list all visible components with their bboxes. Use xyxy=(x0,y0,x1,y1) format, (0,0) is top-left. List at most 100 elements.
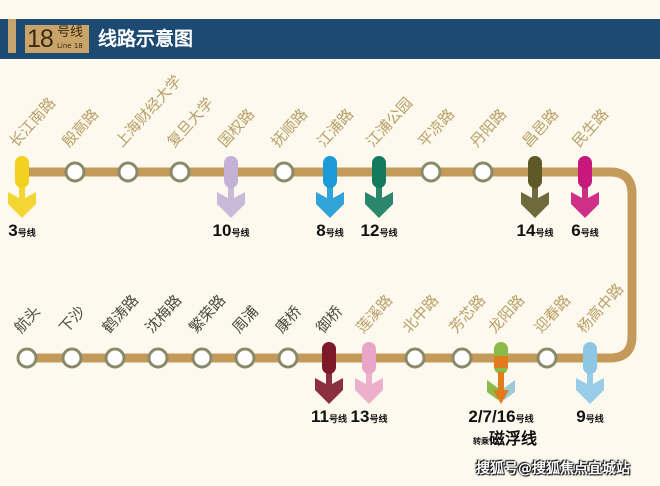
station-label: 芳芯路 xyxy=(446,291,489,336)
station-label: 莲溪路 xyxy=(353,291,396,336)
station-label: 康桥 xyxy=(272,302,305,336)
header-bar: 18 号线 Line 18 线路示意图 xyxy=(0,19,660,59)
station-label: 民生路 xyxy=(569,105,612,150)
down-arrow-icon xyxy=(8,186,36,218)
station-label: 北中路 xyxy=(399,291,442,336)
transfer-line-label: 11号线 xyxy=(311,407,347,426)
station-label: 沈梅路 xyxy=(142,291,185,336)
station-circle xyxy=(273,161,295,183)
down-arrow-icon xyxy=(576,372,604,404)
station-circle xyxy=(472,161,494,183)
badge-number: 18 xyxy=(27,25,54,53)
header-accent xyxy=(8,19,16,53)
transfer-marker xyxy=(583,342,597,374)
transfer-marker xyxy=(323,156,337,188)
transfer-marker xyxy=(578,156,592,188)
line-suffix: 号线 xyxy=(231,227,249,238)
station-label: 周浦 xyxy=(229,302,262,336)
station-circle xyxy=(61,347,83,369)
line-number: 9 xyxy=(576,407,585,426)
station-label: 昌邑路 xyxy=(519,105,562,150)
station-label: 航头 xyxy=(11,302,44,336)
line-number: 3 xyxy=(8,221,17,240)
station-circle xyxy=(420,161,442,183)
line-suffix: 号线 xyxy=(326,227,344,238)
station-circle xyxy=(104,347,126,369)
station-label: 殷高路 xyxy=(59,105,102,150)
station-周浦: 周浦 xyxy=(229,302,262,369)
line-number: 8 xyxy=(316,221,325,240)
station-label: 平凉路 xyxy=(415,105,458,150)
station-circle xyxy=(16,347,38,369)
line-number: 2/7/16 xyxy=(468,407,515,426)
transfer-line-label: 8号线 xyxy=(316,221,343,240)
badge-en: Line 18 xyxy=(57,42,83,50)
station-circle xyxy=(169,161,191,183)
down-arrow-icon xyxy=(365,186,393,218)
transfer-marker xyxy=(528,156,542,188)
transfer-marker-mid xyxy=(494,356,508,368)
transfer-marker xyxy=(224,156,238,188)
line-number: 6 xyxy=(571,221,580,240)
line-suffix: 号线 xyxy=(329,413,347,424)
watermark: 搜狐号@搜狐焦点宜城站 xyxy=(476,461,630,477)
transfer-marker xyxy=(15,156,29,188)
station-长江南路: 3号线 长江南路 xyxy=(6,94,60,240)
line-number: 14 xyxy=(517,221,536,240)
down-arrow-icon xyxy=(521,186,549,218)
down-arrow-icon xyxy=(316,186,344,218)
station-label: 江浦路 xyxy=(314,105,357,150)
arrow-right-icon xyxy=(504,380,515,400)
transfer-marker xyxy=(372,156,386,188)
line-suffix: 号线 xyxy=(581,227,599,238)
station-circle xyxy=(536,347,558,369)
transfer-prefix: 转乘 xyxy=(473,436,489,446)
line-suffix: 号线 xyxy=(516,413,534,424)
station-御桥: 11号线 御桥 xyxy=(311,302,347,426)
line-suffix: 号线 xyxy=(379,227,397,238)
page-title: 线路示意图 xyxy=(98,28,194,50)
station-label: 江浦公园 xyxy=(363,94,417,151)
down-arrow-icon xyxy=(315,372,343,404)
station-label: 下沙 xyxy=(56,302,89,336)
station-label: 御桥 xyxy=(313,302,346,336)
line-number: 12 xyxy=(361,221,380,240)
station-label: 鹤涛路 xyxy=(99,291,142,336)
station-circle xyxy=(277,347,299,369)
station-江浦公园: 12号线 江浦公园 xyxy=(361,94,417,240)
station-circle xyxy=(404,347,426,369)
transfer-line-label: 9号线 xyxy=(576,407,603,426)
station-label: 国权路 xyxy=(215,105,258,150)
line-number: 11 xyxy=(311,407,329,426)
station-circle xyxy=(451,347,473,369)
arrow-left-icon xyxy=(487,380,498,400)
station-label: 龙阳路 xyxy=(485,291,528,336)
station-circle xyxy=(234,347,256,369)
line-suffix: 号线 xyxy=(535,227,553,238)
station-circle xyxy=(191,347,213,369)
station-circle xyxy=(117,161,139,183)
transfer-line-label: 6号线 xyxy=(571,221,598,240)
station-label: 迎春路 xyxy=(531,291,574,336)
station-circle xyxy=(64,161,86,183)
down-arrow-icon xyxy=(571,186,599,218)
station-label: 繁荣路 xyxy=(186,291,229,336)
transfer-line-label: 10号线 xyxy=(213,221,250,240)
transfer-line-label: 3号线 xyxy=(8,221,35,240)
line-number: 13 xyxy=(351,407,370,426)
station-label: 抚顺路 xyxy=(268,105,311,150)
station-label: 杨高中路 xyxy=(574,280,628,337)
station-label: 丹阳路 xyxy=(467,105,510,150)
station-label: 长江南路 xyxy=(6,94,60,151)
transfer-line-label: 13号线 xyxy=(351,407,388,426)
transfer-line-label: 2/7/16号线 xyxy=(468,407,533,426)
line-number: 10 xyxy=(213,221,232,240)
maglev-label: 磁浮线 xyxy=(489,429,537,448)
transfer-marker xyxy=(362,342,376,374)
station-circle xyxy=(147,347,169,369)
down-arrow-icon xyxy=(493,372,509,404)
line-badge: 18 号线 Line 18 xyxy=(25,25,89,53)
transfer-line-label: 14号线 xyxy=(517,221,554,240)
down-arrow-icon xyxy=(217,186,245,218)
